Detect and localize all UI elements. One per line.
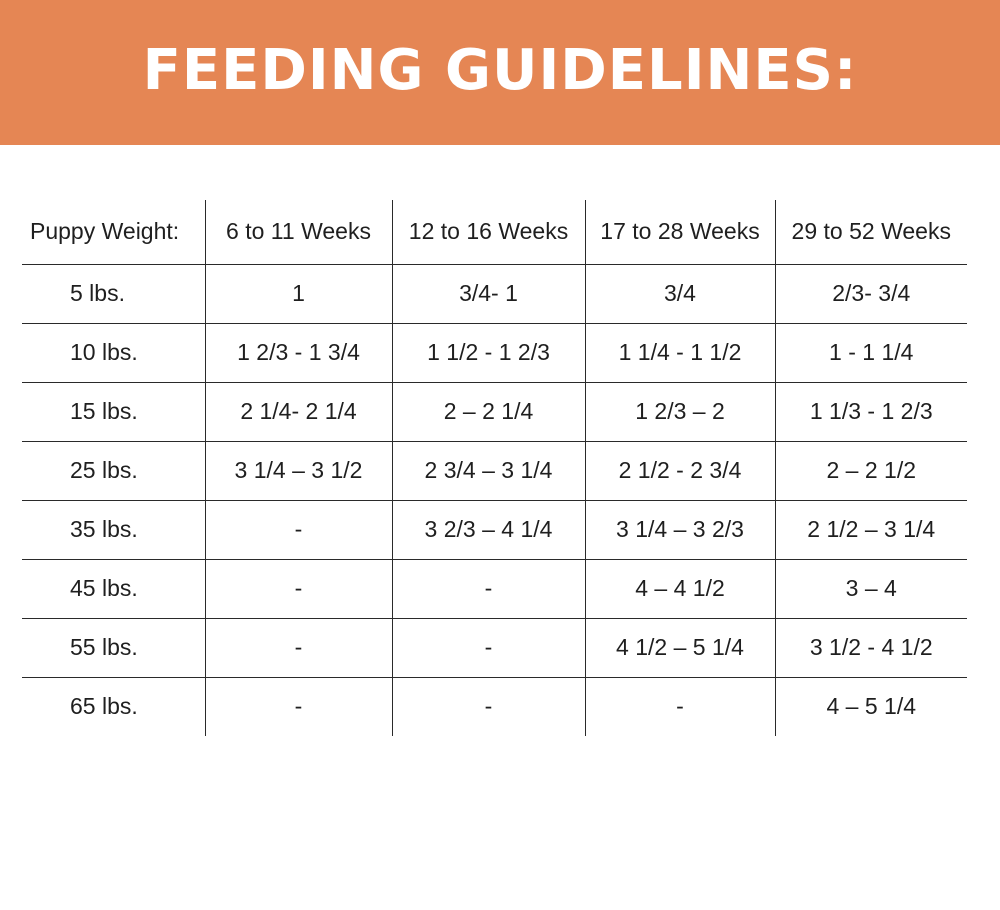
column-header-puppy-weight: Puppy Weight: (22, 200, 205, 265)
amount-cell: 2 – 2 1/4 (391, 382, 585, 442)
column-header-29-to-52-weeks: 29 to 52 Weeks (774, 200, 967, 265)
weight-cell: 25 lbs. (22, 441, 205, 501)
amount-cell: - (391, 677, 585, 736)
weight-cell: 15 lbs. (22, 382, 205, 442)
amount-cell: 1 1/4 - 1 1/2 (584, 323, 775, 383)
amount-cell: - (391, 618, 585, 678)
table-row: 5 lbs. 1 3/4- 1 3/4 2/3- 3/4 (22, 264, 967, 324)
amount-cell: 1 (204, 264, 392, 324)
feeding-table-container: Puppy Weight: 6 to 11 Weeks 12 to 16 Wee… (22, 200, 972, 736)
amount-cell: - (204, 677, 392, 736)
weight-cell: 65 lbs. (70, 693, 138, 720)
amount-cell: 4 – 4 1/2 (584, 559, 775, 619)
amount-cell: 1 2/3 – 2 (584, 382, 775, 442)
weight-cell: 5 lbs. (22, 264, 205, 324)
column-header-6-to-11-weeks: 6 to 11 Weeks (204, 200, 392, 265)
amount-cell: 4 1/2 – 5 1/4 (584, 618, 775, 678)
amount-cell: 1 1/3 - 1 2/3 (774, 382, 967, 442)
amount-cell: 2 1/2 - 2 3/4 (584, 441, 775, 501)
weight-cell: 55 lbs. (22, 618, 205, 678)
amount-cell: 4 – 5 1/4 (774, 677, 967, 736)
table-header-row: Puppy Weight: 6 to 11 Weeks 12 to 16 Wee… (22, 200, 967, 265)
amount-cell: 3 1/4 – 3 2/3 (584, 500, 775, 560)
amount-cell: 2 3/4 – 3 1/4 (391, 441, 585, 501)
column-header-12-to-16-weeks: 12 to 16 Weeks (391, 200, 585, 265)
feeding-guidelines-table: Puppy Weight: 6 to 11 Weeks 12 to 16 Wee… (22, 200, 967, 736)
amount-cell: 1 - 1 1/4 (774, 323, 967, 383)
amount-cell: - (391, 559, 585, 619)
page-title: FEEDING GUIDELINES: (142, 38, 858, 103)
amount-cell: - (204, 559, 392, 619)
amount-cell: 3 2/3 – 4 1/4 (391, 500, 585, 560)
column-header-17-to-28-weeks: 17 to 28 Weeks (584, 200, 775, 265)
amount-cell: 3 – 4 (774, 559, 967, 619)
table-row: 25 lbs. 3 1/4 – 3 1/2 2 3/4 – 3 1/4 2 1/… (22, 441, 967, 501)
table-row: 65 lbs. - - - 4 – 5 1/4 (22, 677, 967, 736)
amount-cell: 3 1/2 - 4 1/2 (774, 618, 967, 678)
amount-cell: 3/4 (584, 264, 775, 324)
table-row: 45 lbs. - - 4 – 4 1/2 3 – 4 (22, 559, 967, 619)
table-row: 10 lbs. 1 2/3 - 1 3/4 1 1/2 - 1 2/3 1 1/… (22, 323, 967, 383)
table-row: 15 lbs. 2 1/4- 2 1/4 2 – 2 1/4 1 2/3 – 2… (22, 382, 967, 442)
amount-cell: 2 1/2 – 3 1/4 (774, 500, 967, 560)
amount-cell: 2/3- 3/4 (774, 264, 967, 324)
amount-cell: 1 1/2 - 1 2/3 (391, 323, 585, 383)
header-banner: FEEDING GUIDELINES: (0, 0, 1000, 145)
weight-cell: 45 lbs. (22, 559, 205, 619)
weight-cell: 35 lbs. (22, 500, 205, 560)
amount-cell: - (204, 500, 392, 560)
amount-cell: 3 1/4 – 3 1/2 (204, 441, 392, 501)
table-row: 35 lbs. - 3 2/3 – 4 1/4 3 1/4 – 3 2/3 2 … (22, 500, 967, 560)
weight-cell: 10 lbs. (22, 323, 205, 383)
amount-cell: 3/4- 1 (391, 264, 585, 324)
amount-cell: 2 1/4- 2 1/4 (204, 382, 392, 442)
amount-cell: - (584, 677, 775, 736)
amount-cell: - (204, 618, 392, 678)
table-row: 55 lbs. - - 4 1/2 – 5 1/4 3 1/2 - 4 1/2 (22, 618, 967, 678)
amount-cell: 1 2/3 - 1 3/4 (204, 323, 392, 383)
amount-cell: 2 – 2 1/2 (774, 441, 967, 501)
